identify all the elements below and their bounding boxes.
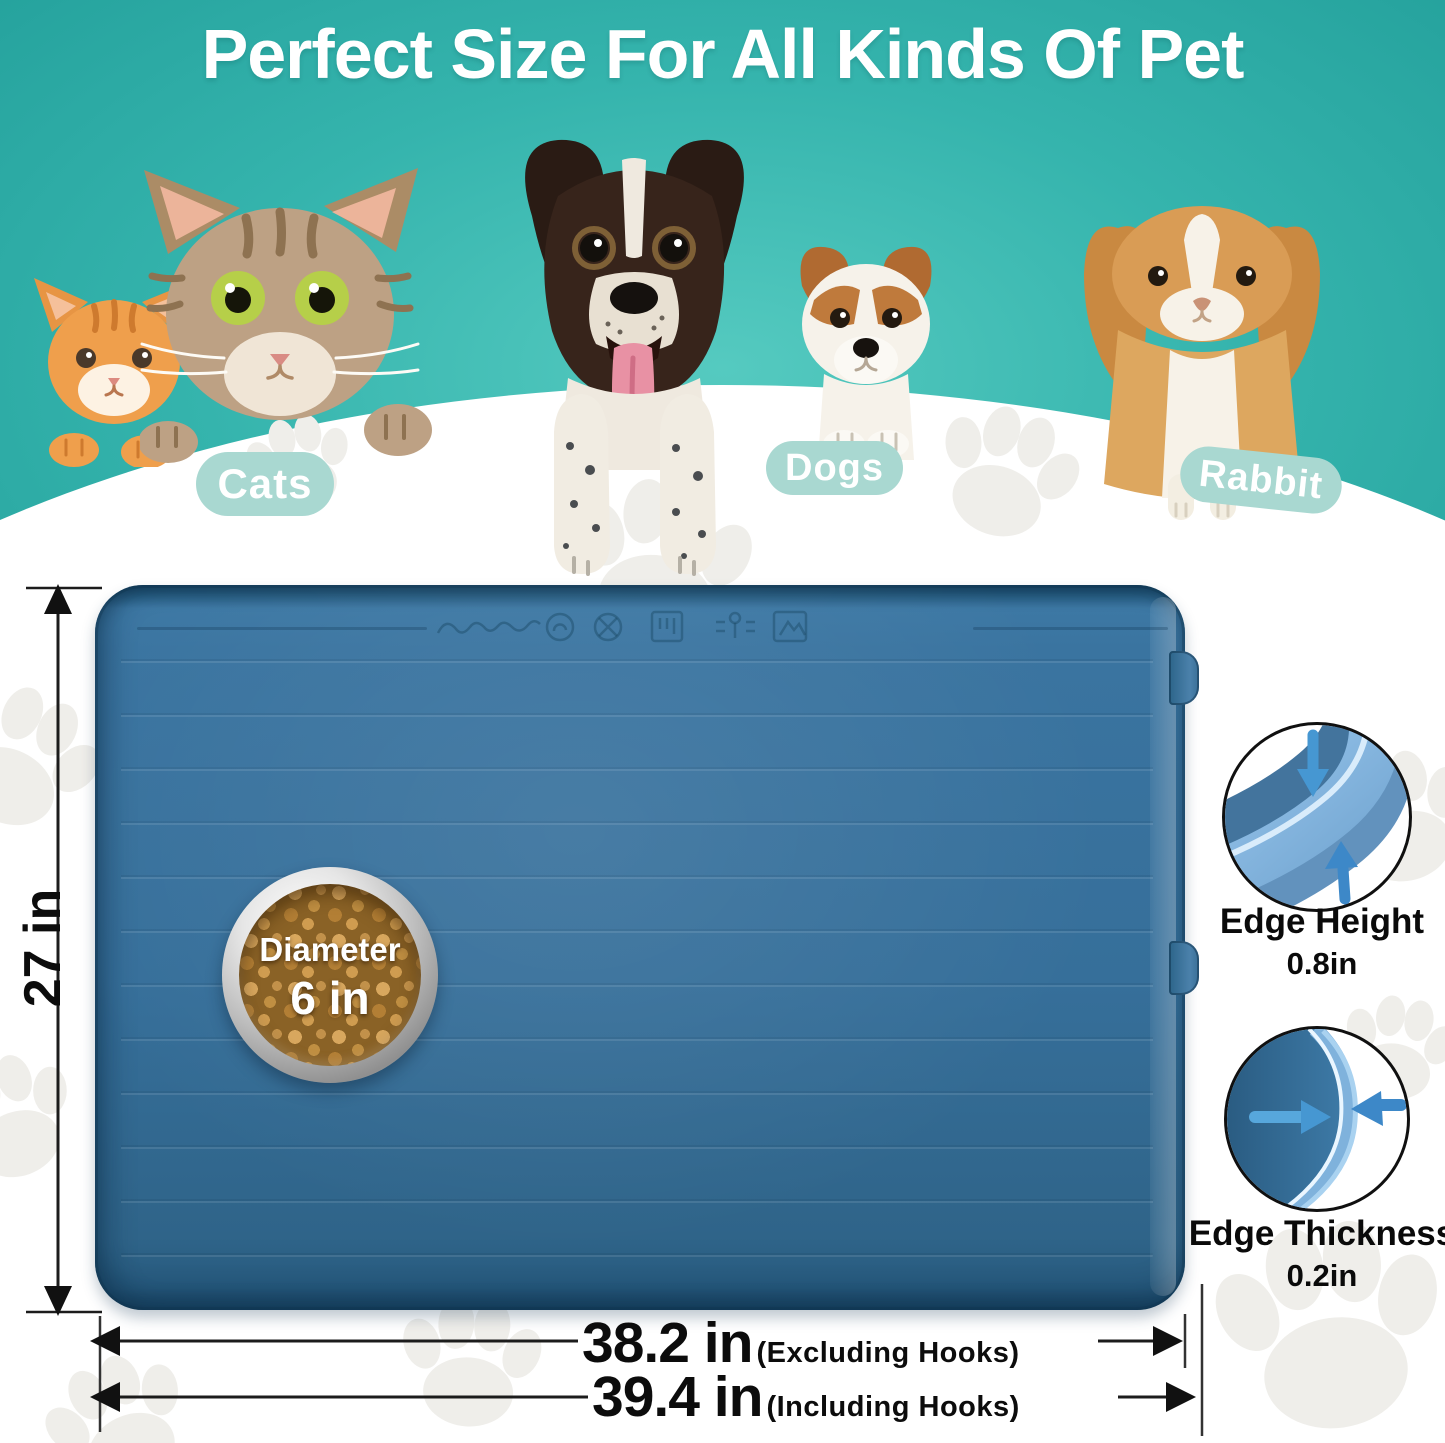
width-dimension-arrows [90, 1284, 1204, 1436]
edge-thickness-callout-circle [1224, 1026, 1410, 1212]
edge-thickness-arrow-right [1249, 1100, 1331, 1134]
mat-emboss-line-right [973, 627, 1168, 630]
edge-height-callout-circle [1222, 722, 1412, 912]
mat-hook-top [1169, 651, 1199, 705]
width-including-value: 39.4 in [592, 1365, 763, 1429]
mat-hook-bottom [1169, 941, 1199, 995]
edge-thickness-zoom-illustration [1227, 1029, 1407, 1209]
edge-height-zoom-illustration [1225, 725, 1409, 909]
bowl-diameter-value: 6 in [290, 972, 370, 1024]
small-dog-photo [800, 246, 932, 460]
dogs-label-pill: Dogs [766, 441, 903, 495]
edge-thickness-value: 0.2in [1286, 1258, 1358, 1293]
width-including-note: (Including Hooks) [766, 1391, 1020, 1423]
kitten-photo [34, 278, 196, 467]
edge-height-arrow-down [1297, 729, 1329, 797]
cats-label: Cats [217, 460, 313, 507]
edge-height-arrow-up [1325, 841, 1358, 905]
food-bowl: Diameter 6 in [222, 867, 438, 1083]
edge-thickness-arrow-left [1351, 1091, 1407, 1126]
page-title: Perfect Size For All Kinds Of Pet [201, 15, 1245, 93]
edge-thickness-title: Edge Thickness [1188, 1214, 1445, 1253]
bowl-kibble [239, 884, 421, 1066]
mat-emboss-line-left [137, 627, 427, 630]
large-dog-photo [525, 139, 744, 576]
bowl-diameter-word: Diameter [259, 931, 401, 968]
width-excluding-value: 38.2 in [582, 1311, 753, 1375]
bowl-diameter-label: Diameter 6 in [222, 867, 438, 1083]
rabbit-label: Rabbit [1197, 452, 1326, 507]
dogs-label: Dogs [785, 446, 884, 489]
height-dimension-arrow [26, 584, 102, 1316]
edge-height-title: Edge Height [1219, 902, 1425, 941]
width-including-label: 39.4 in (Including Hooks) [592, 1364, 1020, 1430]
height-dimension-label: 27 in [14, 888, 72, 1008]
mat-embossed-certification-icons [436, 610, 808, 643]
cat-photo [140, 168, 432, 463]
edge-height-value: 0.8in [1286, 946, 1358, 981]
width-excluding-label: 38.2 in (Excluding Hooks) [582, 1310, 1020, 1376]
cats-label-pill: Cats [196, 452, 334, 516]
width-excluding-note: (Excluding Hooks) [756, 1337, 1020, 1369]
